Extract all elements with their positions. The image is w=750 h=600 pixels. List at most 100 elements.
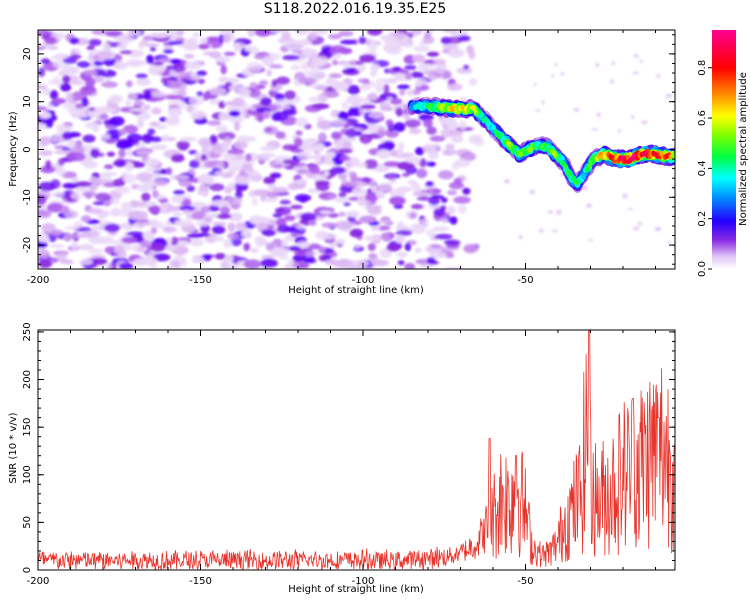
noise-blob <box>64 232 71 242</box>
noise-blob <box>75 103 85 109</box>
noise-blob <box>119 50 133 55</box>
noise-blob <box>82 134 96 143</box>
noise-blob <box>262 110 271 119</box>
noise-blob <box>167 40 184 45</box>
noise-blob <box>96 55 104 62</box>
noise-blob <box>295 30 309 36</box>
noise-blob <box>311 103 330 110</box>
noise-blob <box>313 30 328 36</box>
noise-blob <box>296 168 309 175</box>
noise-blob <box>118 33 135 44</box>
noise-blob <box>189 238 205 247</box>
noise-blob <box>60 83 72 92</box>
noise-blob <box>397 221 405 230</box>
noise-blob <box>218 101 226 109</box>
colorbar-tick-label: 0.0 <box>697 261 708 277</box>
noise-blob <box>340 39 357 45</box>
noise-blob <box>69 80 85 85</box>
noise-blob <box>383 83 390 94</box>
noise-blob <box>113 178 125 187</box>
noise-blob <box>273 163 284 169</box>
noise-blob <box>105 139 117 144</box>
noise-blob <box>242 228 250 237</box>
noise-blob <box>271 79 278 87</box>
noise-blob <box>54 150 71 155</box>
noise-blob <box>389 196 406 206</box>
noise-blob <box>386 174 397 180</box>
noise-blob <box>62 75 71 84</box>
noise-blob <box>251 198 258 206</box>
noise-blob <box>228 212 243 222</box>
noise-blob <box>110 207 121 217</box>
noise-blob <box>41 87 51 96</box>
noise-blob <box>468 50 476 60</box>
noise-blob <box>224 186 233 194</box>
noise-blob <box>116 140 133 150</box>
noise-speck <box>554 63 558 67</box>
noise-blob <box>330 118 347 127</box>
noise-blob <box>427 151 439 160</box>
noise-blob <box>284 90 296 100</box>
y-tick-label: 20 <box>22 48 33 61</box>
noise-speck <box>631 115 635 119</box>
noise-blob <box>412 54 426 63</box>
noise-blob <box>432 226 450 232</box>
noise-blob <box>44 36 57 45</box>
noise-blob <box>284 215 296 222</box>
noise-blob <box>433 58 446 66</box>
noise-blob <box>76 61 91 68</box>
noise-blob <box>215 125 228 133</box>
noise-blob <box>103 201 111 207</box>
noise-speck <box>541 100 545 105</box>
noise-blob <box>165 116 180 126</box>
noise-blob <box>57 158 65 166</box>
noise-blob <box>378 219 392 224</box>
noise-blob <box>61 205 70 215</box>
noise-blob <box>165 237 173 243</box>
noise-blob <box>281 238 288 247</box>
x-tick-label: -100 <box>352 576 375 587</box>
noise-blob <box>179 205 196 211</box>
noise-blob <box>186 104 193 114</box>
noise-blob <box>223 51 236 57</box>
noise-speck <box>667 241 672 244</box>
noise-blob <box>444 239 461 246</box>
noise-blob <box>109 116 125 127</box>
noise-blob <box>198 43 210 50</box>
noise-blob <box>353 244 362 250</box>
noise-blob <box>295 130 303 136</box>
noise-blob <box>218 34 225 44</box>
noise-blob <box>223 33 231 44</box>
noise-blob <box>86 45 95 51</box>
noise-blob <box>379 101 391 112</box>
noise-blob <box>94 106 101 117</box>
noise-blob <box>127 210 145 220</box>
noise-blob <box>324 53 334 57</box>
signal-blob <box>590 158 596 165</box>
noise-blob <box>164 220 172 226</box>
noise-blob <box>211 225 226 235</box>
noise-blob <box>331 59 339 66</box>
noise-blob <box>430 244 442 249</box>
noise-blob <box>339 155 351 162</box>
noise-blob <box>295 225 305 230</box>
signal-blob <box>581 173 586 179</box>
noise-blob <box>292 254 305 263</box>
noise-blob <box>192 32 201 38</box>
noise-blob <box>404 119 421 128</box>
noise-blob <box>173 190 185 195</box>
noise-blob <box>408 128 422 135</box>
x-tick-label: -50 <box>517 275 533 286</box>
noise-blob <box>125 98 132 108</box>
noise-blob <box>288 245 302 252</box>
noise-blob <box>118 128 128 136</box>
noise-blob <box>428 204 441 210</box>
noise-blob <box>375 189 384 200</box>
noise-blob <box>198 137 212 147</box>
noise-blob <box>294 194 312 202</box>
snr-x-ticks: -200 -150 -100 -50 <box>27 330 656 587</box>
noise-blob <box>458 35 471 42</box>
noise-blob <box>299 212 317 221</box>
noise-blob <box>249 215 264 225</box>
noise-blob <box>219 30 237 35</box>
